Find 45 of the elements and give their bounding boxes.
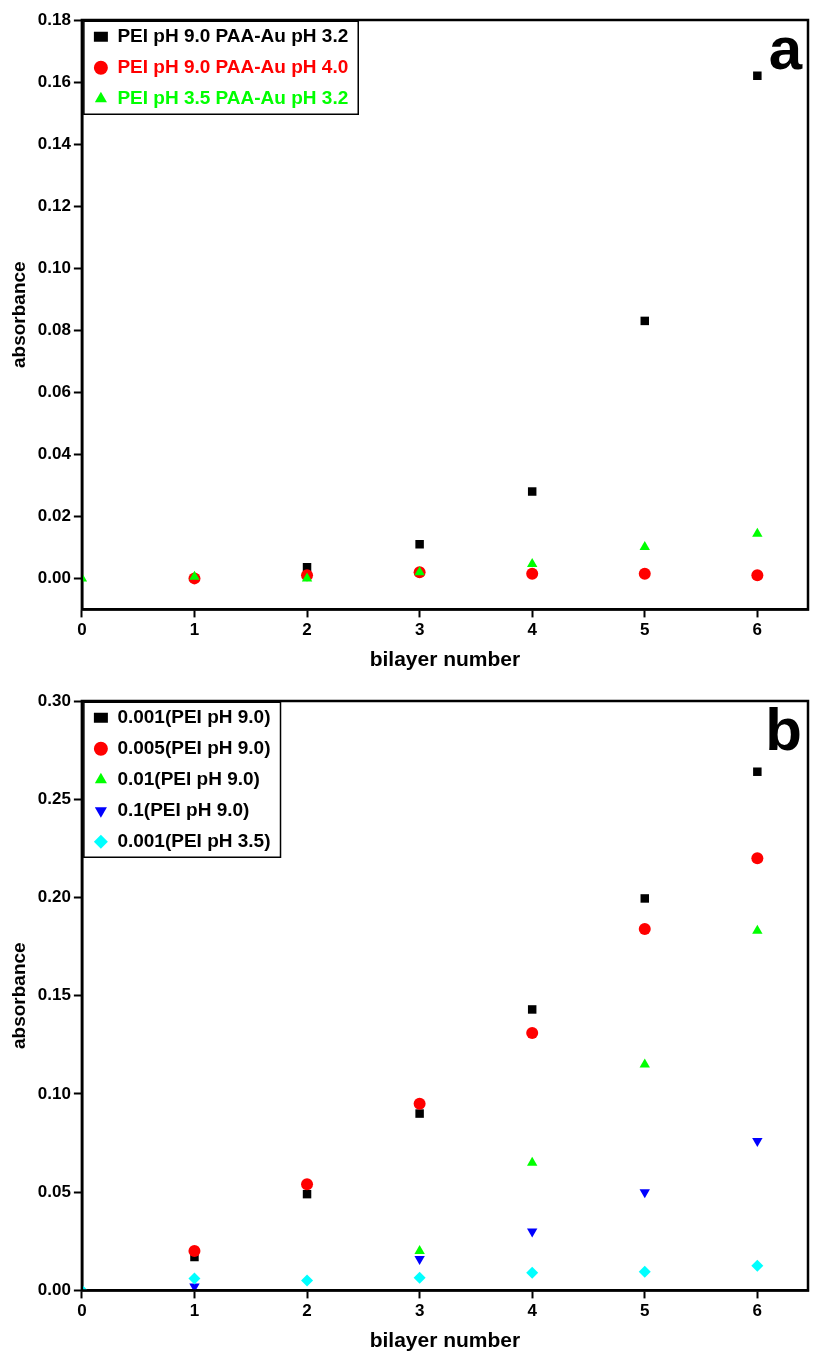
x-tick-label: 5 [640, 1301, 650, 1321]
legend-label: PEI pH 9.0 PAA-Au pH 3.2 [117, 24, 349, 46]
y-tick-label: 0.06 [37, 381, 71, 401]
x-tick-label: 1 [189, 620, 200, 640]
x-tick-label: 0 [77, 620, 87, 640]
annotation: a [768, 14, 803, 82]
legend-label: PEI pH 3.5 PAA-Au pH 3.2 [117, 86, 349, 108]
y-tick-label: 0.02 [37, 506, 71, 526]
legend-label: PEI pH 9.0 PAA-Au pH 4.0 [117, 55, 349, 77]
y-tick-label: 0.25 [37, 788, 71, 808]
y-tick-label: 0.05 [37, 1181, 71, 1201]
x-tick-label: 3 [414, 620, 425, 640]
x-tick-label: 6 [752, 620, 763, 640]
y-tick-label: 0.10 [37, 1083, 71, 1103]
x-tick-label: 1 [189, 1301, 200, 1321]
y-axis-title: absorbance [7, 261, 29, 369]
x-tick-label: 4 [527, 1301, 538, 1321]
y-tick-label: 0.20 [37, 887, 71, 907]
legend-label: 0.005(PEI pH 9.0) [117, 736, 271, 758]
x-tick-label: 5 [640, 620, 650, 640]
y-tick-label: 0.00 [37, 568, 71, 588]
y-tick-label: 0.08 [37, 319, 71, 339]
y-tick-label: 0.00 [37, 1280, 71, 1300]
x-tick-label: 2 [302, 620, 312, 640]
y-tick-label: 0.10 [37, 257, 71, 277]
x-tick-label: 3 [414, 1301, 425, 1321]
x-axis-title: bilayer number [369, 647, 521, 671]
y-axis-title: absorbance [7, 942, 29, 1050]
x-tick-label: 6 [752, 1301, 763, 1321]
legend-label: 0.001(PEI pH 3.5) [117, 829, 271, 851]
legend-label: 0.1(PEI pH 9.0) [117, 798, 250, 820]
y-tick-label: 0.14 [37, 133, 72, 153]
legend-label: 0.01(PEI pH 9.0) [117, 767, 260, 789]
x-tick-label: 0 [77, 1301, 87, 1321]
x-axis-title: bilayer number [369, 1328, 521, 1352]
y-tick-label: 0.30 [37, 690, 71, 710]
annotation: b [765, 695, 802, 763]
y-tick-label: 0.18 [37, 9, 71, 29]
y-tick-label: 0.15 [37, 985, 71, 1005]
x-tick-label: 2 [302, 1301, 312, 1321]
y-tick-label: 0.16 [37, 71, 71, 91]
y-tick-label: 0.12 [37, 195, 71, 215]
legend-label: 0.001(PEI pH 9.0) [117, 705, 271, 727]
x-tick-label: 4 [527, 620, 538, 640]
y-tick-label: 0.04 [37, 443, 72, 463]
